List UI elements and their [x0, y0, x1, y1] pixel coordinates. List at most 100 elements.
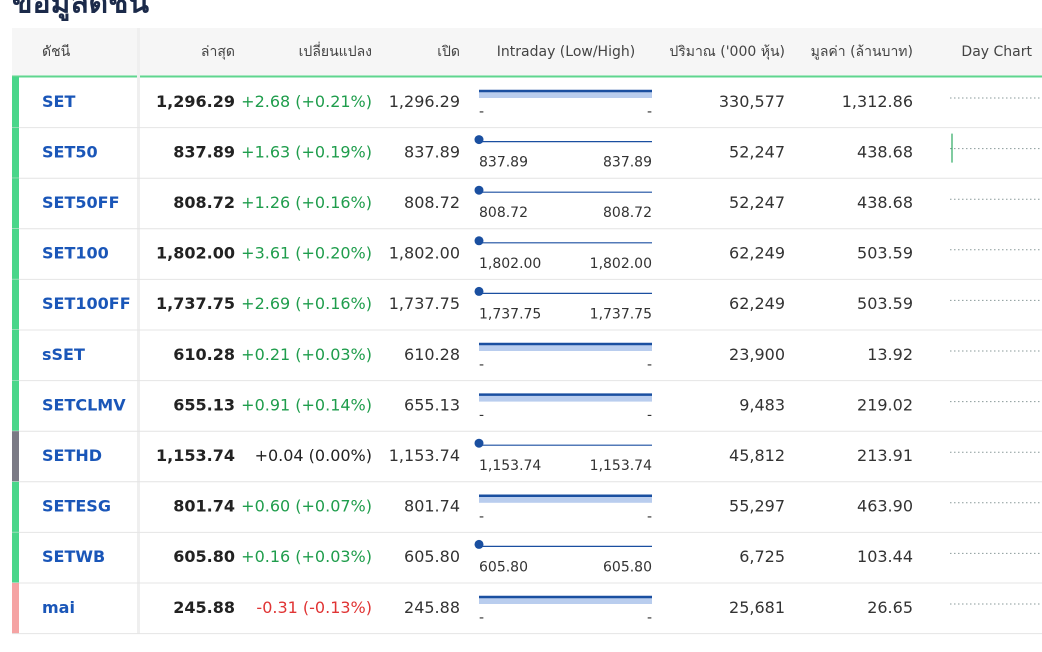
- trend-indicator: [12, 330, 19, 381]
- change: +0.16 (+0.03%): [241, 547, 372, 566]
- last-price: 801.74: [173, 497, 235, 516]
- column-header: ดัชนี: [42, 44, 71, 60]
- intraday-high: -: [647, 509, 652, 525]
- value: 1,312.86: [842, 92, 913, 111]
- change: +0.04 (0.00%): [255, 446, 372, 465]
- intraday-low: 808.72: [479, 205, 528, 221]
- volume: 52,247: [729, 193, 785, 212]
- trend-indicator: [12, 532, 19, 583]
- intraday-high: 1,153.74: [590, 458, 652, 474]
- intraday-range: [479, 494, 652, 503]
- open-price: 837.89: [404, 142, 460, 161]
- value: 438.68: [857, 193, 913, 212]
- change: +1.63 (+0.19%): [241, 142, 372, 161]
- value: 438.68: [857, 142, 913, 161]
- value: 503.59: [857, 244, 913, 263]
- last-price: 655.13: [173, 395, 235, 414]
- intraday-dot: [474, 236, 484, 246]
- intraday-high: -: [647, 104, 652, 120]
- volume: 52,247: [729, 142, 785, 161]
- last-price: 1,296.29: [156, 92, 235, 111]
- intraday-high: -: [647, 610, 652, 626]
- intraday-high: 837.89: [603, 155, 652, 171]
- open-price: 1,153.74: [389, 446, 460, 465]
- intraday-range: [479, 343, 652, 351]
- value: 103.44: [857, 547, 913, 566]
- index-name: SET: [42, 92, 75, 111]
- last-price: 837.89: [173, 142, 235, 161]
- intraday-dot: [474, 185, 484, 195]
- open-price: 1,737.75: [389, 294, 460, 313]
- intraday-high: 808.72: [603, 205, 652, 221]
- index-name: SET50FF: [42, 193, 120, 212]
- intraday-dot: [474, 286, 484, 296]
- change: +1.26 (+0.16%): [241, 193, 372, 212]
- value: 213.91: [857, 446, 913, 465]
- trend-indicator: [12, 178, 19, 229]
- index-name: mai: [42, 598, 75, 617]
- trend-indicator: [12, 228, 19, 280]
- intraday-low: -: [479, 104, 484, 120]
- index-name: SETWB: [42, 547, 105, 566]
- open-price: 245.88: [404, 598, 460, 617]
- change: -0.31 (-0.13%): [256, 598, 372, 617]
- intraday-high: 1,737.75: [590, 306, 652, 322]
- value: 219.02: [857, 395, 913, 414]
- column-header: Day Chart: [961, 44, 1032, 60]
- column-header: มูลค่า (ล้านบาท): [811, 44, 913, 60]
- header-bg: [12, 28, 1042, 76]
- open-price: 801.74: [404, 497, 460, 516]
- index-name: SET100: [42, 244, 109, 263]
- trend-indicator: [12, 481, 19, 533]
- index-name: SETCLMV: [42, 395, 126, 414]
- index-name: SET100FF: [42, 294, 131, 313]
- intraday-high: -: [647, 408, 652, 424]
- column-header: ล่าสุด: [201, 44, 235, 60]
- column-header: ปริมาณ ('000 หุ้น): [669, 44, 785, 60]
- trend-indicator: [12, 127, 19, 179]
- volume: 62,249: [729, 244, 785, 263]
- open-price: 655.13: [404, 395, 460, 414]
- volume: 55,297: [729, 497, 785, 516]
- intraday-low: 1,153.74: [479, 458, 541, 474]
- intraday-low: -: [479, 408, 484, 424]
- value: 13.92: [867, 345, 913, 364]
- index-name: sSET: [42, 345, 85, 364]
- intraday-dot: [474, 539, 484, 549]
- change: +2.69 (+0.16%): [241, 294, 372, 313]
- intraday-dot: [474, 438, 484, 448]
- intraday-low: 605.80: [479, 559, 528, 575]
- column-shadow: [137, 28, 140, 634]
- column-header: เปลี่ยนแปลง: [299, 42, 372, 60]
- trend-indicator: [12, 431, 19, 482]
- intraday-high: -: [647, 357, 652, 373]
- volume: 25,681: [729, 598, 785, 617]
- intraday-low: 1,802.00: [479, 256, 541, 272]
- value: 26.65: [867, 598, 913, 617]
- intraday-low: -: [479, 610, 484, 626]
- intraday-range: [479, 90, 652, 98]
- change: +0.60 (+0.07%): [241, 497, 372, 516]
- intraday-low: -: [479, 509, 484, 525]
- trend-indicator: [12, 583, 19, 634]
- intraday-low: 837.89: [479, 155, 528, 171]
- index-name: SETESG: [42, 497, 111, 516]
- open-price: 610.28: [404, 345, 460, 364]
- volume: 330,577: [719, 92, 785, 111]
- last-price: 808.72: [173, 193, 235, 212]
- last-price: 1,737.75: [156, 294, 235, 313]
- intraday-low: 1,737.75: [479, 306, 541, 322]
- change: +2.68 (+0.21%): [241, 92, 372, 111]
- trend-indicator: [12, 77, 19, 128]
- volume: 6,725: [739, 547, 785, 566]
- last-price: 605.80: [173, 547, 235, 566]
- index-name: SET50: [42, 142, 98, 161]
- value: 463.90: [857, 497, 913, 516]
- change: +0.91 (+0.14%): [241, 395, 372, 414]
- volume: 45,812: [729, 446, 785, 465]
- open-price: 605.80: [404, 547, 460, 566]
- last-price: 1,153.74: [156, 446, 235, 465]
- last-price: 1,802.00: [156, 244, 235, 263]
